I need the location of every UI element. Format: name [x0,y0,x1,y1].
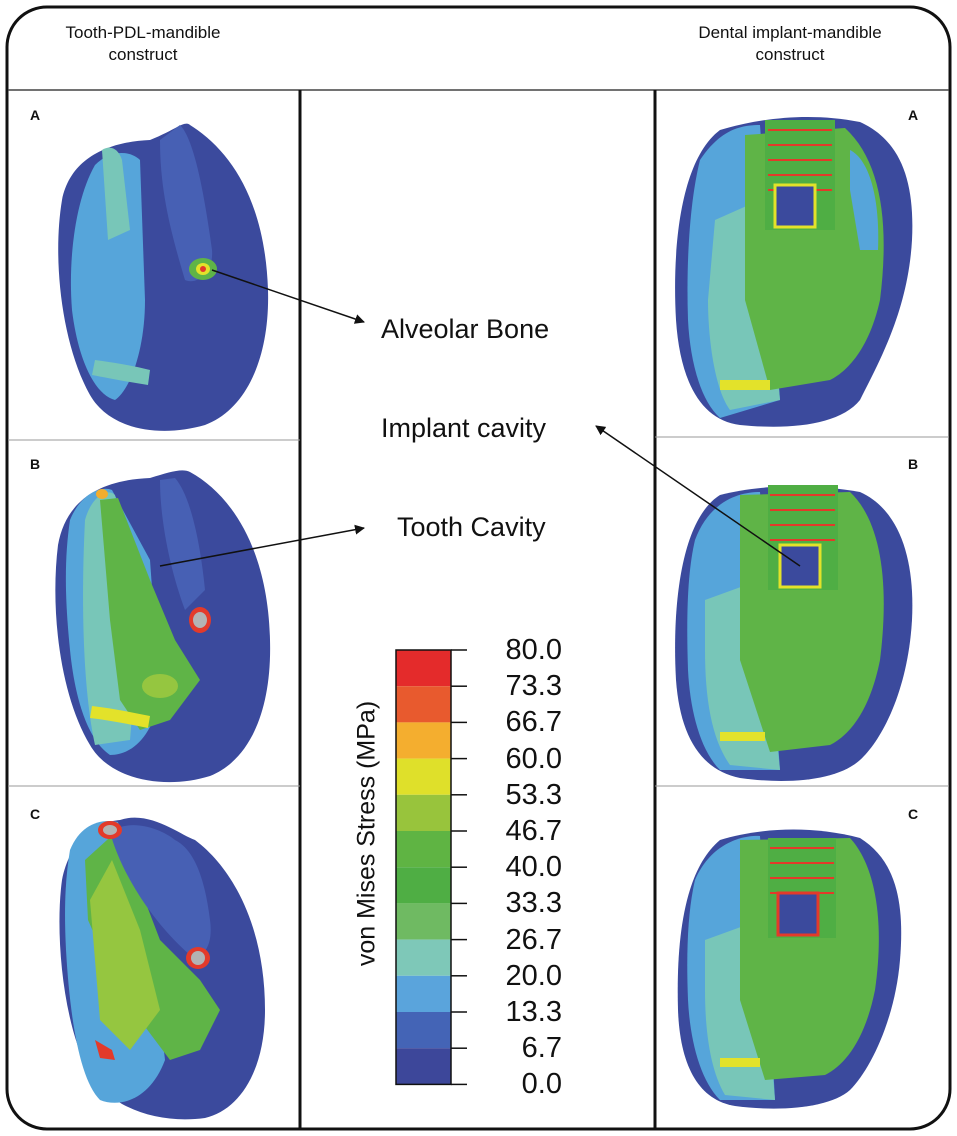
legend-tick-label-6: 40.0 [505,851,562,884]
right-panel-b-label: B [908,456,919,472]
legend-swatch-11 [396,1048,451,1085]
annotation-implant-cavity: Implant cavity [381,413,547,443]
legend-color-bar [395,649,467,1086]
legend-swatch-1 [396,686,451,723]
left-b-hotspot-grey [193,612,207,628]
arrow-alveolar-bone [211,269,365,324]
left-b-stress-green [100,498,200,730]
arrow-tooth-cavity [159,524,365,567]
legend-tick-label-7: 33.3 [505,887,562,920]
right-column-header: Dental implant-mandible construct [665,22,915,66]
left-panel-a-model [58,123,269,431]
right-panel-b-model [675,485,913,781]
legend-tick-label-12: 0.0 [521,1068,562,1101]
left-a-hotspot-red [200,266,206,272]
left-b-stress-light-green-patch [142,674,178,698]
left-header-line2: construct [108,45,178,64]
legend-tick-label-9: 20.0 [505,959,562,992]
right-b-thread-lines [770,494,835,541]
legend-tick-label-5: 46.7 [505,815,562,847]
legend-tick-label-4: 53.3 [505,778,562,811]
left-a-stress-teal [102,147,130,240]
right-b-hotspot-bottom [720,732,765,741]
right-header-line1: Dental implant-mandible [698,23,882,42]
left-panel-b-label: B [30,456,41,472]
left-b-hotspot-top-orange [96,489,108,499]
right-panel-a-label: A [908,107,919,123]
legend-tick-label-8: 26.7 [505,923,562,956]
right-header-line2: construct [755,45,825,64]
left-panel-b-model [55,470,271,783]
arrow-implant-cavity [595,425,801,567]
legend-tick-label-1: 73.3 [505,670,562,703]
legend-tick-label-0: 80.0 [505,634,562,666]
left-panel-a-label: A [30,107,41,123]
left-header-line1: Tooth-PDL-mandible [65,23,221,42]
left-c-stress-light-green [90,860,160,1050]
legend-tick-label-10: 13.3 [505,996,562,1028]
left-a-stress-green-strip [92,360,150,385]
legend-swatch-10 [396,1012,451,1049]
left-panel-c-model [59,817,265,1120]
right-panel-c-model [677,829,902,1109]
legend-tick-label-2: 66.7 [505,706,562,739]
left-c-tooth-root [110,825,211,957]
left-c-hotspot-top-grey [103,825,117,835]
legend-swatch-8 [396,939,451,976]
left-panel-c-label: C [30,806,41,822]
right-a-hotspot-bottom [720,380,770,390]
legend-swatch-2 [396,722,451,759]
left-column-header: Tooth-PDL-mandible construct [28,22,258,66]
legend-swatch-5 [396,831,451,868]
legend-tick-label-11: 6.7 [521,1032,562,1065]
right-a-implant-cavity [773,183,817,229]
legend-swatch-4 [396,794,451,831]
right-c-implant-cavity [776,891,820,937]
legend-swatch-6 [396,867,451,904]
right-c-hotspot-bottom [720,1058,760,1067]
annotation-tooth-cavity: Tooth Cavity [397,512,546,542]
left-b-tooth-cavity [160,478,205,610]
legend-swatch-9 [396,975,451,1012]
legend-tick-label-3: 60.0 [505,742,562,775]
right-a-stress-light-blue-band [850,150,879,250]
right-panel-c-label: C [908,806,919,822]
legend-swatch-7 [396,903,451,940]
left-c-hotspot-grey [191,951,205,965]
left-a-tooth-root [160,125,213,282]
legend-swatch-0 [396,650,451,687]
left-b-stress-yellow-strip [90,706,150,728]
left-c-hotspot-bottom-red [95,1040,115,1060]
legend-swatch-3 [396,758,451,795]
legend-axis-label: von Mises Stress (MPa) [352,700,381,967]
right-panel-a-model [675,116,913,427]
annotation-alveolar-bone: Alveolar Bone [381,314,550,344]
